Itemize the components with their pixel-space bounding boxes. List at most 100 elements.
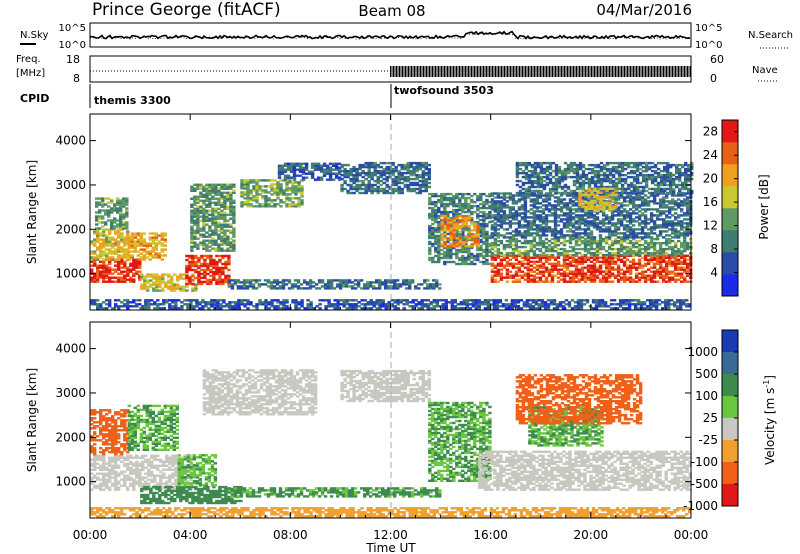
echo-cell [622, 280, 627, 283]
echo-cell [132, 266, 136, 269]
echo-cell [294, 185, 298, 188]
echo-cell [316, 162, 321, 165]
echo-cell [105, 228, 109, 231]
echo-cell [206, 256, 210, 260]
echo-cell [255, 189, 259, 192]
echo-cell [517, 198, 522, 201]
echo-cell [535, 241, 540, 245]
echo-cell [493, 228, 498, 231]
echo-cell [607, 192, 612, 195]
echo-cell [589, 274, 594, 277]
echo-cell [571, 274, 576, 277]
echo-cell [151, 250, 155, 253]
echo-cell [455, 204, 459, 208]
echo-cell [289, 168, 294, 171]
echo-cell [125, 203, 129, 206]
echo-cell [399, 283, 403, 286]
echo-cell [565, 239, 570, 243]
echo-cell [209, 258, 213, 262]
echo-cell [214, 207, 218, 210]
echo-cell [352, 177, 356, 181]
echo-cell [431, 232, 435, 236]
echo-cell [607, 247, 612, 251]
echo-cell [120, 254, 124, 257]
echo-cell [523, 234, 528, 237]
echo-cell [571, 196, 576, 199]
echo-cell [397, 179, 401, 183]
echo-cell [190, 215, 194, 218]
echo-cell [240, 187, 244, 190]
echo-cell [135, 260, 139, 263]
echo-cell [668, 276, 672, 279]
echo-cell [514, 232, 519, 235]
echo-cell [205, 239, 209, 242]
echo-cell [399, 285, 403, 288]
echo-cell [249, 199, 253, 202]
echo-cell [431, 228, 435, 232]
echo-cell [226, 213, 230, 216]
echo-cell [613, 237, 618, 241]
echo-cell [455, 196, 459, 200]
echo-cell [111, 258, 115, 261]
echo-cell [613, 274, 618, 277]
echo-cell [443, 260, 447, 264]
echo-cell [544, 260, 549, 263]
echo-cell [385, 185, 389, 189]
echo-cell [220, 229, 224, 232]
echo-cell [408, 285, 412, 288]
echo-cell [658, 274, 663, 277]
echo-cell [291, 189, 295, 192]
echo-cell [449, 198, 453, 202]
echo-cell [677, 274, 681, 277]
echo-cell [294, 203, 298, 206]
echo-cell [320, 279, 325, 282]
echo-cell [102, 270, 106, 273]
echo-cell [544, 220, 549, 223]
echo-cell [589, 278, 594, 281]
echo-cell [541, 262, 546, 265]
echo-cell [240, 195, 244, 198]
echo-cell [577, 260, 582, 263]
echo-cell [217, 183, 221, 186]
echo-cell [343, 171, 347, 175]
echo-cell [470, 246, 474, 250]
echo-cell [294, 197, 298, 200]
echo-cell [671, 264, 675, 267]
echo-cell [208, 229, 212, 232]
echo-cell [680, 274, 684, 277]
echo-cell [470, 252, 474, 256]
echo-cell [625, 214, 630, 217]
echo-cell [496, 243, 501, 247]
echo-cell [102, 262, 106, 265]
echo-cell [205, 249, 209, 252]
echo-cell [369, 283, 373, 286]
echo-cell [310, 172, 315, 175]
echo-cell [628, 216, 633, 219]
echo-cell [381, 281, 385, 284]
echo-cell [443, 252, 447, 256]
echo-cell [493, 214, 498, 217]
echo-cell [108, 236, 112, 239]
echo-cell [677, 202, 681, 205]
echo-cell [586, 220, 591, 223]
echo-cell [220, 195, 224, 198]
echo-cell [98, 215, 102, 218]
echo-cell [332, 287, 337, 290]
echo-cell [158, 275, 162, 278]
echo-cell [541, 254, 546, 257]
echo-cell [196, 201, 200, 204]
echo-cell [553, 208, 558, 211]
echo-cell [544, 194, 549, 197]
echo-cell [370, 171, 374, 175]
echo-cell [95, 227, 99, 230]
echo-cell [116, 201, 120, 204]
echo-cell [622, 253, 627, 257]
echo-cell [616, 249, 621, 253]
echo-cell [206, 272, 210, 276]
echo-cell [337, 172, 342, 175]
echo-cell [493, 196, 498, 199]
echo-cell [502, 222, 507, 225]
echo-cell [382, 181, 386, 185]
echo-cell [686, 208, 690, 211]
echo-cell [526, 278, 531, 281]
